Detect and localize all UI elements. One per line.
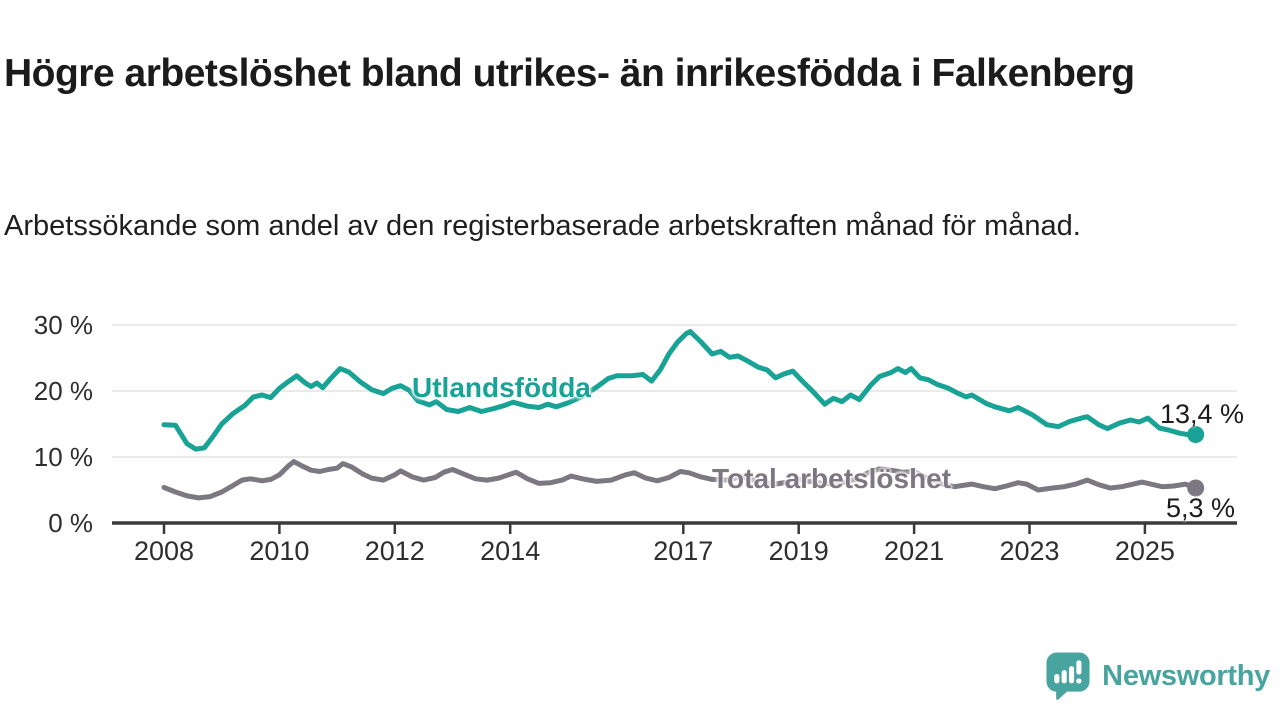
- series-line-total: [161, 459, 1199, 501]
- y-tick-label: 20 %: [34, 376, 93, 406]
- x-tick-label: 2021: [884, 536, 944, 566]
- x-tick-label: 2017: [653, 536, 713, 566]
- end-value-label-utlandsfodda: 13,4 %: [1160, 399, 1245, 429]
- x-tick-label: 2010: [249, 536, 309, 566]
- x-tick-label: 2014: [480, 536, 540, 566]
- x-tick-label: 2012: [365, 536, 425, 566]
- logo-wordmark: Newsworthy: [1102, 659, 1270, 692]
- series-label-total-arbetsloshet: Total arbetslöshet: [712, 463, 952, 494]
- y-tick-label: 10 %: [34, 442, 93, 472]
- x-tick-label: 2019: [769, 536, 829, 566]
- speech-bubble-bar-chart-icon: [1045, 651, 1092, 701]
- newsworthy-logo: Newsworthy: [1045, 648, 1270, 704]
- page-subtitle: Arbetssökande som andel av den registerb…: [4, 210, 1081, 242]
- x-tick-label: 2025: [1115, 536, 1175, 566]
- end-dot-total: [1187, 479, 1205, 497]
- x-tick-label: 2008: [134, 536, 194, 566]
- series-line-utlandsfodda: [161, 329, 1199, 452]
- x-tick-label: 2023: [999, 536, 1059, 566]
- end-value-label-total: 5,3 %: [1166, 493, 1236, 523]
- y-tick-label: 0 %: [48, 508, 93, 538]
- series-label-utlandsfodda: Utlandsfödda: [412, 372, 591, 403]
- end-dot-utlandsfodda: [1187, 426, 1205, 444]
- page-title: Högre arbetslöshet bland utrikes- än inr…: [4, 52, 1135, 96]
- y-tick-label: 30 %: [34, 310, 93, 340]
